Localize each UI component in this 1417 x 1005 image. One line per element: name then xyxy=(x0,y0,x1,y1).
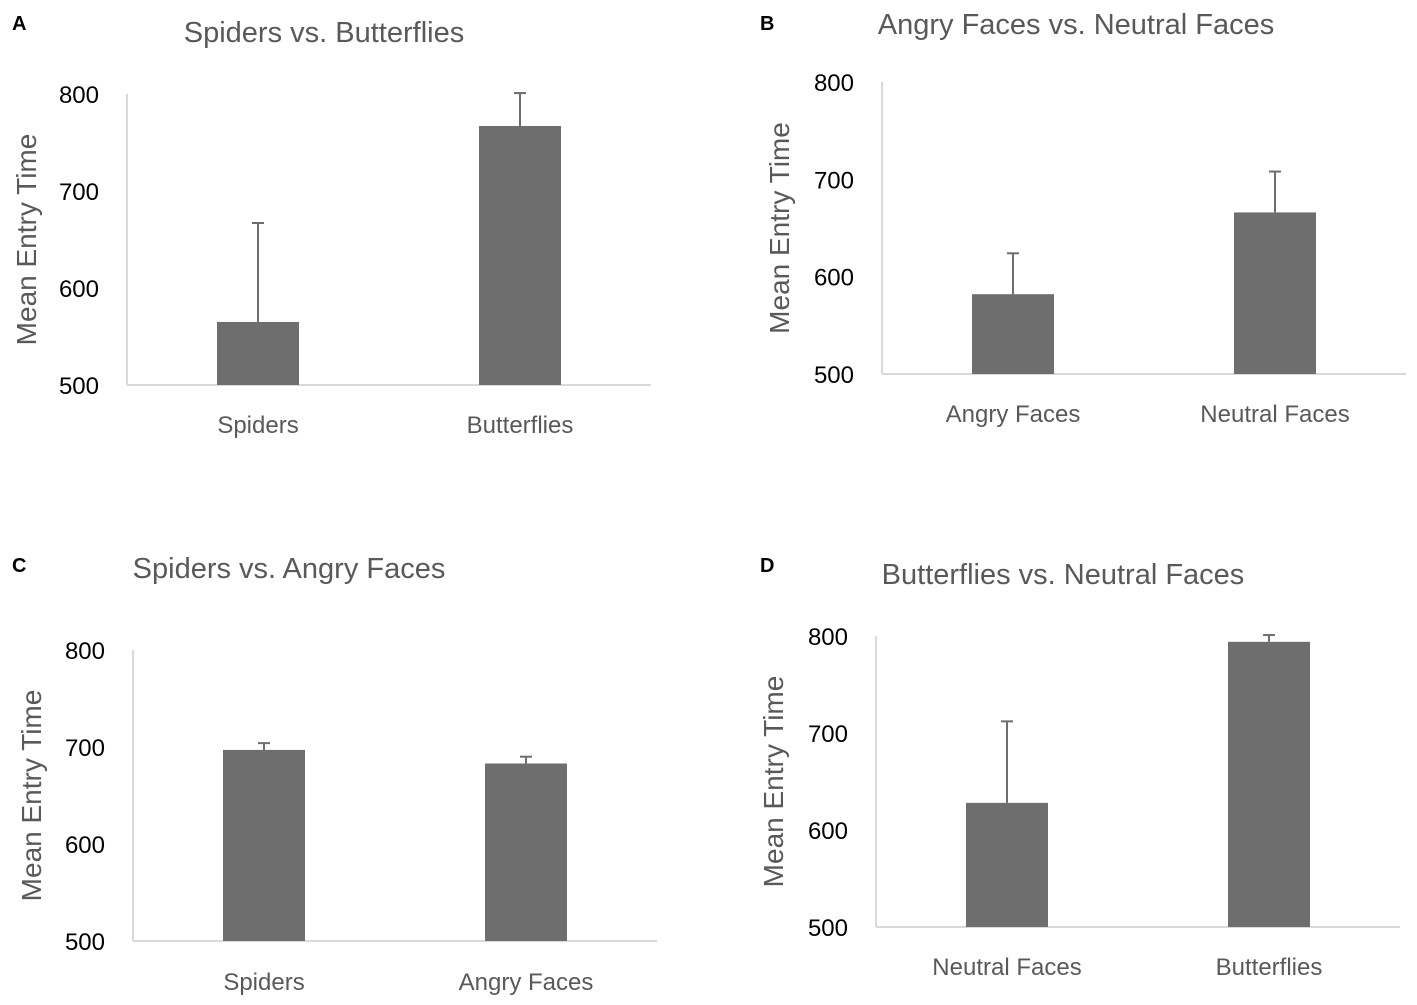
x-category-label: Butterflies xyxy=(1216,954,1323,981)
panel-d: D Butterflies vs. Neutral Faces 500 600 700 8… xyxy=(758,555,1400,981)
y-tick-label: 500 xyxy=(808,915,848,942)
panel-letter: A xyxy=(12,13,26,35)
y-tick-label: 600 xyxy=(65,832,105,859)
chart-title: Butterflies vs. Neutral Faces xyxy=(882,559,1245,591)
bar-neutral-faces xyxy=(966,802,1048,927)
bar-angry-faces xyxy=(485,763,567,941)
y-tick-label: 800 xyxy=(65,638,105,665)
x-category-label: Neutral Faces xyxy=(1200,401,1349,428)
y-tick-label: 500 xyxy=(814,362,854,389)
panel-a: A Spiders vs. Butterflies 500 600 700 800 Mean… xyxy=(11,13,651,439)
bar-butterflies xyxy=(1228,641,1310,927)
y-axis-title: Mean Entry Time xyxy=(764,122,795,334)
x-category-label: Spiders xyxy=(217,412,298,439)
y-tick-label: 800 xyxy=(59,82,99,109)
panel-letter: D xyxy=(760,555,774,577)
y-tick-label: 800 xyxy=(808,624,848,651)
y-tick-label: 600 xyxy=(59,276,99,303)
y-tick-label: 700 xyxy=(808,721,848,748)
x-category-label: Butterflies xyxy=(467,412,574,439)
chart-title: Spiders vs. Butterflies xyxy=(184,17,464,49)
y-tick-label: 700 xyxy=(59,179,99,206)
bar-spiders xyxy=(223,749,305,941)
y-tick-label: 700 xyxy=(814,167,854,194)
panel-b: B Angry Faces vs. Neutral Faces 500 600 700 8… xyxy=(760,9,1406,428)
y-tick-label: 500 xyxy=(59,373,99,400)
y-axis-title: Mean Entry Time xyxy=(11,134,42,346)
bar-spiders xyxy=(217,321,299,385)
x-category-label: Angry Faces xyxy=(459,969,594,996)
y-tick-label: 600 xyxy=(808,818,848,845)
y-tick-label: 600 xyxy=(814,265,854,292)
chart-title: Spiders vs. Angry Faces xyxy=(133,553,446,585)
y-tick-label: 500 xyxy=(65,929,105,956)
y-axis-title: Mean Entry Time xyxy=(16,690,47,902)
chart-title: Angry Faces vs. Neutral Faces xyxy=(878,9,1274,41)
panel-letter: B xyxy=(760,13,774,35)
x-category-label: Angry Faces xyxy=(946,401,1081,428)
x-category-label: Neutral Faces xyxy=(932,954,1081,981)
bar-butterflies xyxy=(479,126,561,385)
x-category-label: Spiders xyxy=(223,969,304,996)
y-axis-title: Mean Entry Time xyxy=(758,676,789,888)
panel-letter: C xyxy=(12,555,26,577)
bar-angry-faces xyxy=(972,294,1054,374)
bar-neutral-faces xyxy=(1234,212,1316,374)
y-tick-label: 800 xyxy=(814,70,854,97)
y-tick-label: 700 xyxy=(65,735,105,762)
panel-c: C Spiders vs. Angry Faces 500 600 700 800 Mean… xyxy=(12,553,657,996)
